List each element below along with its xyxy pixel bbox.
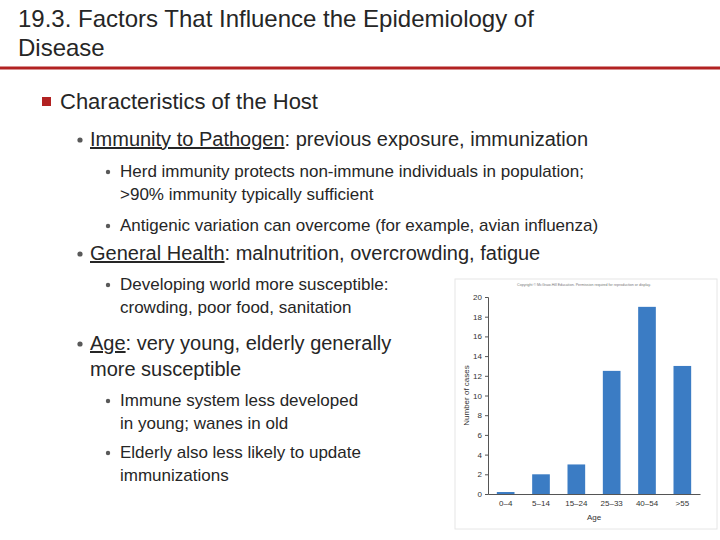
tick: 20 [473,293,488,302]
tick-label: 40–54 [636,499,659,508]
tick-label: 15–24 [565,499,588,508]
tick: 6 [478,431,488,440]
tick-label: 25–33 [601,499,624,508]
item-text: General Health: malnutrition, overcrowdi… [90,242,540,264]
bullet [77,341,82,346]
tick: 0–4 [499,494,513,508]
tick-label: 8 [478,411,483,420]
item-term: Age [90,332,126,354]
tick-mark [485,455,488,456]
tick: 15–24 [565,494,588,508]
tick-label: 5–14 [532,499,550,508]
subitem-text: Herd immunity protects non-immune indivi… [120,162,584,181]
tick-mark [485,297,488,298]
subitem-text: immunizations [120,466,229,485]
bullet [106,224,110,228]
y-axis: 0 2 4 6 8 10 12 14 16 18 20 [473,293,488,499]
figure-background [455,279,717,529]
y-axis-title: Number of cases [462,365,471,425]
tick: 25–33 [601,494,624,508]
tick-label: 0–4 [499,499,513,508]
bullet [77,137,82,142]
tick: 40–54 [636,494,659,508]
tick: 14 [473,352,488,361]
tick: 5–14 [532,494,550,508]
tick-label: 14 [473,352,482,361]
subitem-text: >90% immunity typically sufficient [120,185,374,204]
bullet [106,451,110,455]
slide-title: 19.3. Factors That Influence the Epidemi… [18,5,534,32]
slide-title: Disease [18,34,105,61]
subitem-text: crowding, poor food, sanitation [120,298,352,317]
bar [674,366,692,494]
axis-line [489,494,701,495]
tick: 2 [478,470,488,479]
subitem-text: Antigenic variation can overcome (for ex… [120,216,598,235]
tick-mark [485,494,488,495]
slide: 19.3. Factors That Influence the Epidemi… [0,0,720,540]
tick-label: 0 [478,490,483,499]
tick: 0 [478,490,488,499]
bar [568,464,586,494]
tick-label: 12 [473,372,482,381]
item-text: Age: very young, elderly generally [90,332,391,354]
subitem-text: in young; wanes in old [120,414,288,433]
item-text: Immunity to Pathogen: previous exposure,… [90,128,588,150]
tick: 12 [473,372,488,381]
tick-label: 2 [478,470,483,479]
credit: Copyright © McGraw-Hill Education. Permi… [517,283,651,287]
tick: >55 [676,494,690,508]
tick: 4 [478,451,488,460]
tick: 10 [473,392,488,401]
subitem-text: Elderly also less likely to update [120,443,361,462]
tick-mark [485,376,488,377]
x-axis-title: Age [587,513,602,522]
item-text: more susceptible [90,358,241,380]
tick-label: 10 [473,392,482,401]
bar [638,307,656,494]
bars [497,307,691,494]
tick-label: 6 [478,431,483,440]
x-axis: 0–4 5–14 15–24 25–33 40–54 >55 [489,494,701,508]
tick-label: 4 [478,451,483,460]
item-text: : previous exposure, immunization [285,128,588,150]
heading: Characteristics of the Host [60,89,318,114]
tick: 18 [473,313,488,322]
subitem-text: Developing world more susceptible: [120,275,388,294]
bullet [106,399,110,403]
subitem-text: Immune system less developed [120,391,358,410]
tick-label: 16 [473,332,482,341]
item-text: : very young, elderly generally [126,332,392,354]
axis-line [485,298,489,495]
tick: 8 [478,411,488,420]
item-term: General Health [90,242,225,264]
tick-label: 18 [473,313,482,322]
tick-mark [485,435,488,436]
tick-label: 20 [473,293,482,302]
bullet [77,251,82,256]
bullet [42,97,51,106]
item-term: Immunity to Pathogen [90,128,285,150]
tick: 16 [473,332,488,341]
tick-mark [485,356,488,357]
bar [603,371,621,494]
tick-mark [485,474,488,475]
bar [532,474,550,494]
tick-mark [485,336,488,337]
tick-mark [485,396,488,397]
bullet [106,283,110,287]
bar [497,492,515,494]
title-rule [0,67,720,70]
bullet [106,170,110,174]
tick-mark [485,317,488,318]
tick-label: >55 [676,499,690,508]
tick-mark [485,415,488,416]
item-text: : malnutrition, overcrowding, fatigue [225,242,541,264]
